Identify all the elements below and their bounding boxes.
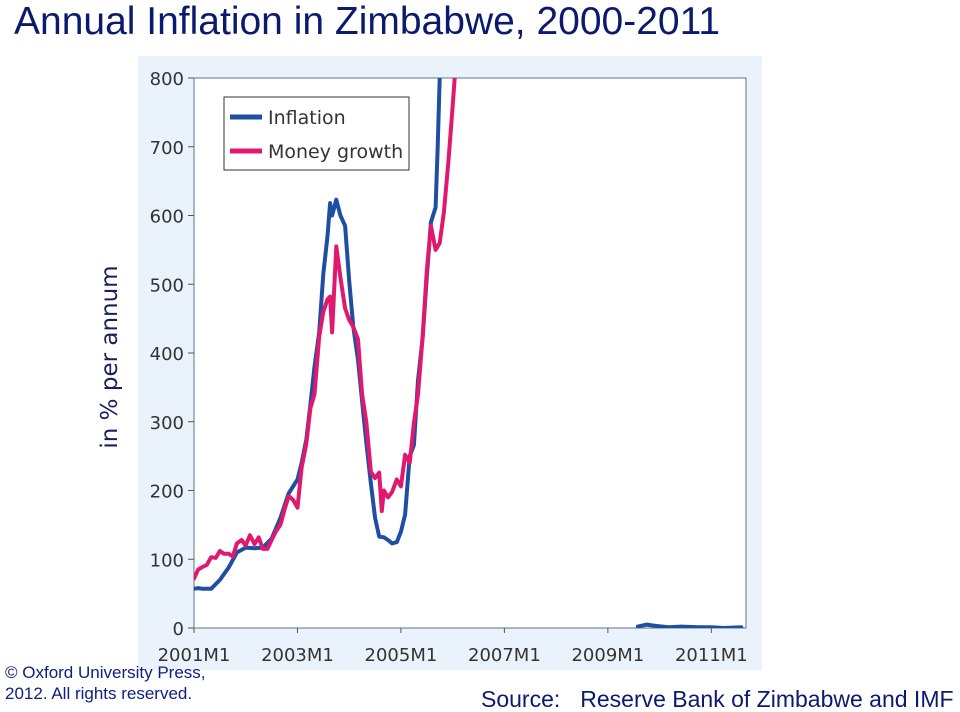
source-label: Source: <box>481 686 561 712</box>
x-tick-label: 2005M1 <box>365 645 438 666</box>
slide-title: Annual Inflation in Zimbabwe, 2000-2011 <box>14 0 721 43</box>
copyright-line-1: © Oxford University Press, <box>5 663 206 682</box>
y-tick-label: 300 <box>150 413 184 434</box>
y-tick-label: 0 <box>173 619 184 640</box>
legend-label-inflation: Inflation <box>268 107 346 129</box>
source-text: Reserve Bank of Zimbabwe and IMF <box>580 686 954 712</box>
y-tick-label: 700 <box>150 138 184 159</box>
y-tick-label: 100 <box>150 550 184 571</box>
y-axis: 0 100 200 300 400 500 600 700 800 <box>150 69 194 640</box>
y-tick-label: 400 <box>150 344 184 365</box>
chart-panel: 0 100 200 300 400 500 600 700 800 2001M1 2003M1 20… <box>138 56 762 670</box>
y-axis-label: in % per annum <box>97 265 123 449</box>
series-line-inflation <box>635 622 744 628</box>
x-tick-label: 2011M1 <box>675 645 748 666</box>
legend-box <box>223 96 410 171</box>
x-tick-label: 2003M1 <box>261 645 334 666</box>
x-axis: 2001M1 2003M1 2005M1 2007M1 2009M1 2011M1 <box>158 628 748 666</box>
y-tick-label: 800 <box>150 69 184 90</box>
y-tick-label: 600 <box>150 207 184 228</box>
source-note: Source: Reserve Bank of Zimbabwe and IMF <box>481 686 954 712</box>
legend-label-money-growth: Money growth <box>268 141 403 163</box>
y-tick-label: 200 <box>150 482 184 503</box>
y-tick-label: 500 <box>150 275 184 296</box>
copyright-notice: © Oxford University Press, 2012. All rig… <box>5 662 215 704</box>
x-tick-label: 2001M1 <box>158 645 231 666</box>
x-tick-label: 2007M1 <box>468 645 541 666</box>
legend: Inflation Money growth <box>223 96 410 171</box>
series-line-money-growth <box>194 78 457 581</box>
x-tick-label: 2009M1 <box>571 645 644 666</box>
series-lines <box>194 78 744 628</box>
copyright-line-2: 2012. All rights reserved. <box>5 684 193 703</box>
